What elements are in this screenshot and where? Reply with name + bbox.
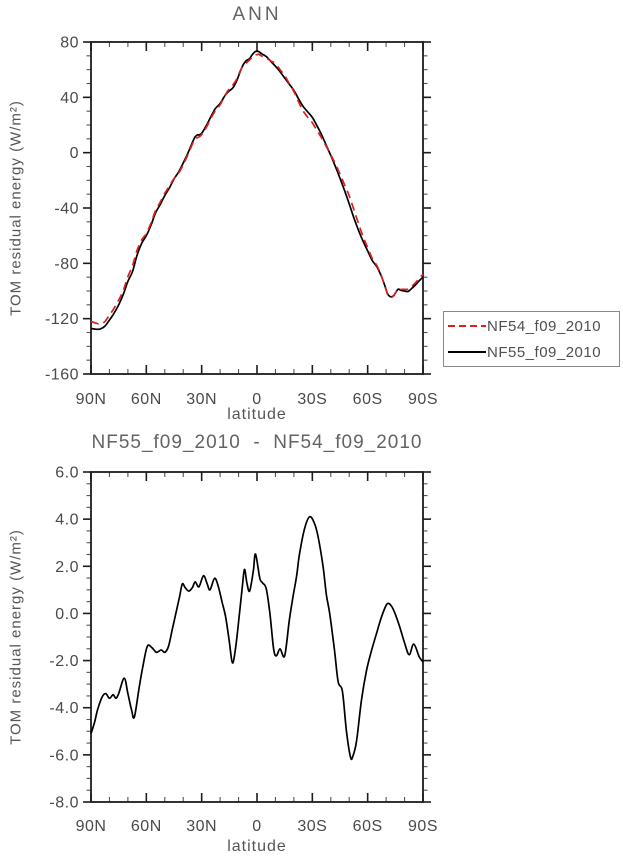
legend-label-nf55: NF55_f09_2010 [487, 343, 602, 361]
bottom-chart-y-tick-label: 0.0 [55, 606, 79, 623]
bottom-chart-x-axis-label: latitude [227, 838, 287, 855]
top-chart-y-tick-label: 40 [60, 90, 79, 107]
legend-label-nf54: NF54_f09_2010 [487, 317, 602, 335]
top-chart-x-tick-label: 60S [353, 391, 383, 408]
top-chart-y-tick-labels: 80 40 0 -40 -80 -120 -160 [45, 35, 79, 384]
bottom-chart-y-tick-label: 2.0 [55, 559, 79, 576]
top-chart-y-tick-label: -80 [54, 256, 79, 273]
legend: NF54_f09_2010 NF55_f09_2010 [443, 311, 620, 367]
top-chart-y-tick-label: -120 [45, 311, 79, 328]
top-chart-y-tick-label: -40 [54, 201, 79, 218]
top-chart-x-tick-label: 30N [186, 391, 217, 408]
nf55-solid-line-swatch [448, 351, 486, 353]
bottom-chart-x-tick-labels: 90N 60N 30N 0 30S 60S 90S [76, 818, 438, 835]
bottom-chart-title: NF55_f09_2010 - NF54_f09_2010 [91, 432, 423, 453]
bottom-chart-plot-border [90, 471, 424, 803]
legend-item-nf55: NF55_f09_2010 [444, 340, 619, 364]
bottom-chart-x-tick-label: 60N [131, 818, 162, 835]
top-chart: 90N 60N 30N 0 30S 60S 90S 80 40 0 -40 -80 -120 -160 [45, 35, 438, 409]
bottom-chart-x-tick-label: 30S [297, 818, 327, 835]
bottom-chart-ticks [83, 471, 431, 803]
bottom-chart-y-axis-label: TOM residual energy (W/m²) [7, 529, 25, 745]
nf54-f09-2010-curve [90, 53, 424, 325]
top-chart-y-tick-label: -160 [45, 367, 79, 384]
top-chart-x-tick-label: 90N [76, 391, 107, 408]
top-chart-x-tick-label: 30S [297, 391, 327, 408]
legend-item-nf54: NF54_f09_2010 [444, 314, 619, 338]
bottom-chart-y-tick-label: -4.0 [49, 700, 79, 717]
bottom-chart-x-tick-label: 60S [353, 818, 383, 835]
top-chart-y-tick-label: 0 [70, 145, 79, 162]
bottom-chart-y-tick-label: -8.0 [49, 795, 79, 812]
top-chart-x-tick-label: 90S [408, 391, 438, 408]
top-chart-y-axis-label: TOM residual energy (W/m²) [7, 100, 25, 316]
bottom-chart-y-tick-label: -2.0 [49, 653, 79, 670]
top-chart-plot-border [90, 41, 424, 375]
nf54-dashed-line-swatch [448, 325, 486, 327]
bottom-chart: 90N 60N 30N 0 30S 60S 90S 6.0 4.0 2.0 0.0 -2.0 -4.0 -… [49, 465, 438, 836]
top-chart-x-tick-labels: 90N 60N 30N 0 30S 60S 90S [76, 391, 438, 408]
bottom-chart-x-tick-label: 90S [408, 818, 438, 835]
bottom-chart-y-tick-label: 4.0 [55, 512, 79, 529]
bottom-chart-x-tick-label: 90N [76, 818, 107, 835]
bottom-chart-y-tick-label: -6.0 [49, 747, 79, 764]
top-chart-title: ANN [232, 4, 282, 25]
top-chart-x-tick-label: 0 [252, 391, 261, 408]
top-chart-x-axis-label: latitude [227, 406, 287, 423]
top-chart-x-tick-label: 60N [131, 391, 162, 408]
top-chart-ticks [83, 41, 431, 375]
top-chart-y-tick-label: 80 [60, 35, 79, 52]
bottom-chart-y-tick-label: 6.0 [55, 465, 79, 482]
nf55-f09-2010-nf54-f09-2010-curve [90, 515, 424, 761]
bottom-chart-y-tick-labels: 6.0 4.0 2.0 0.0 -2.0 -4.0 -6.0 -8.0 [49, 465, 79, 812]
bottom-chart-x-tick-label: 30N [186, 818, 217, 835]
bottom-chart-x-tick-label: 0 [252, 818, 261, 835]
nf55-f09-2010-curve [90, 50, 424, 331]
